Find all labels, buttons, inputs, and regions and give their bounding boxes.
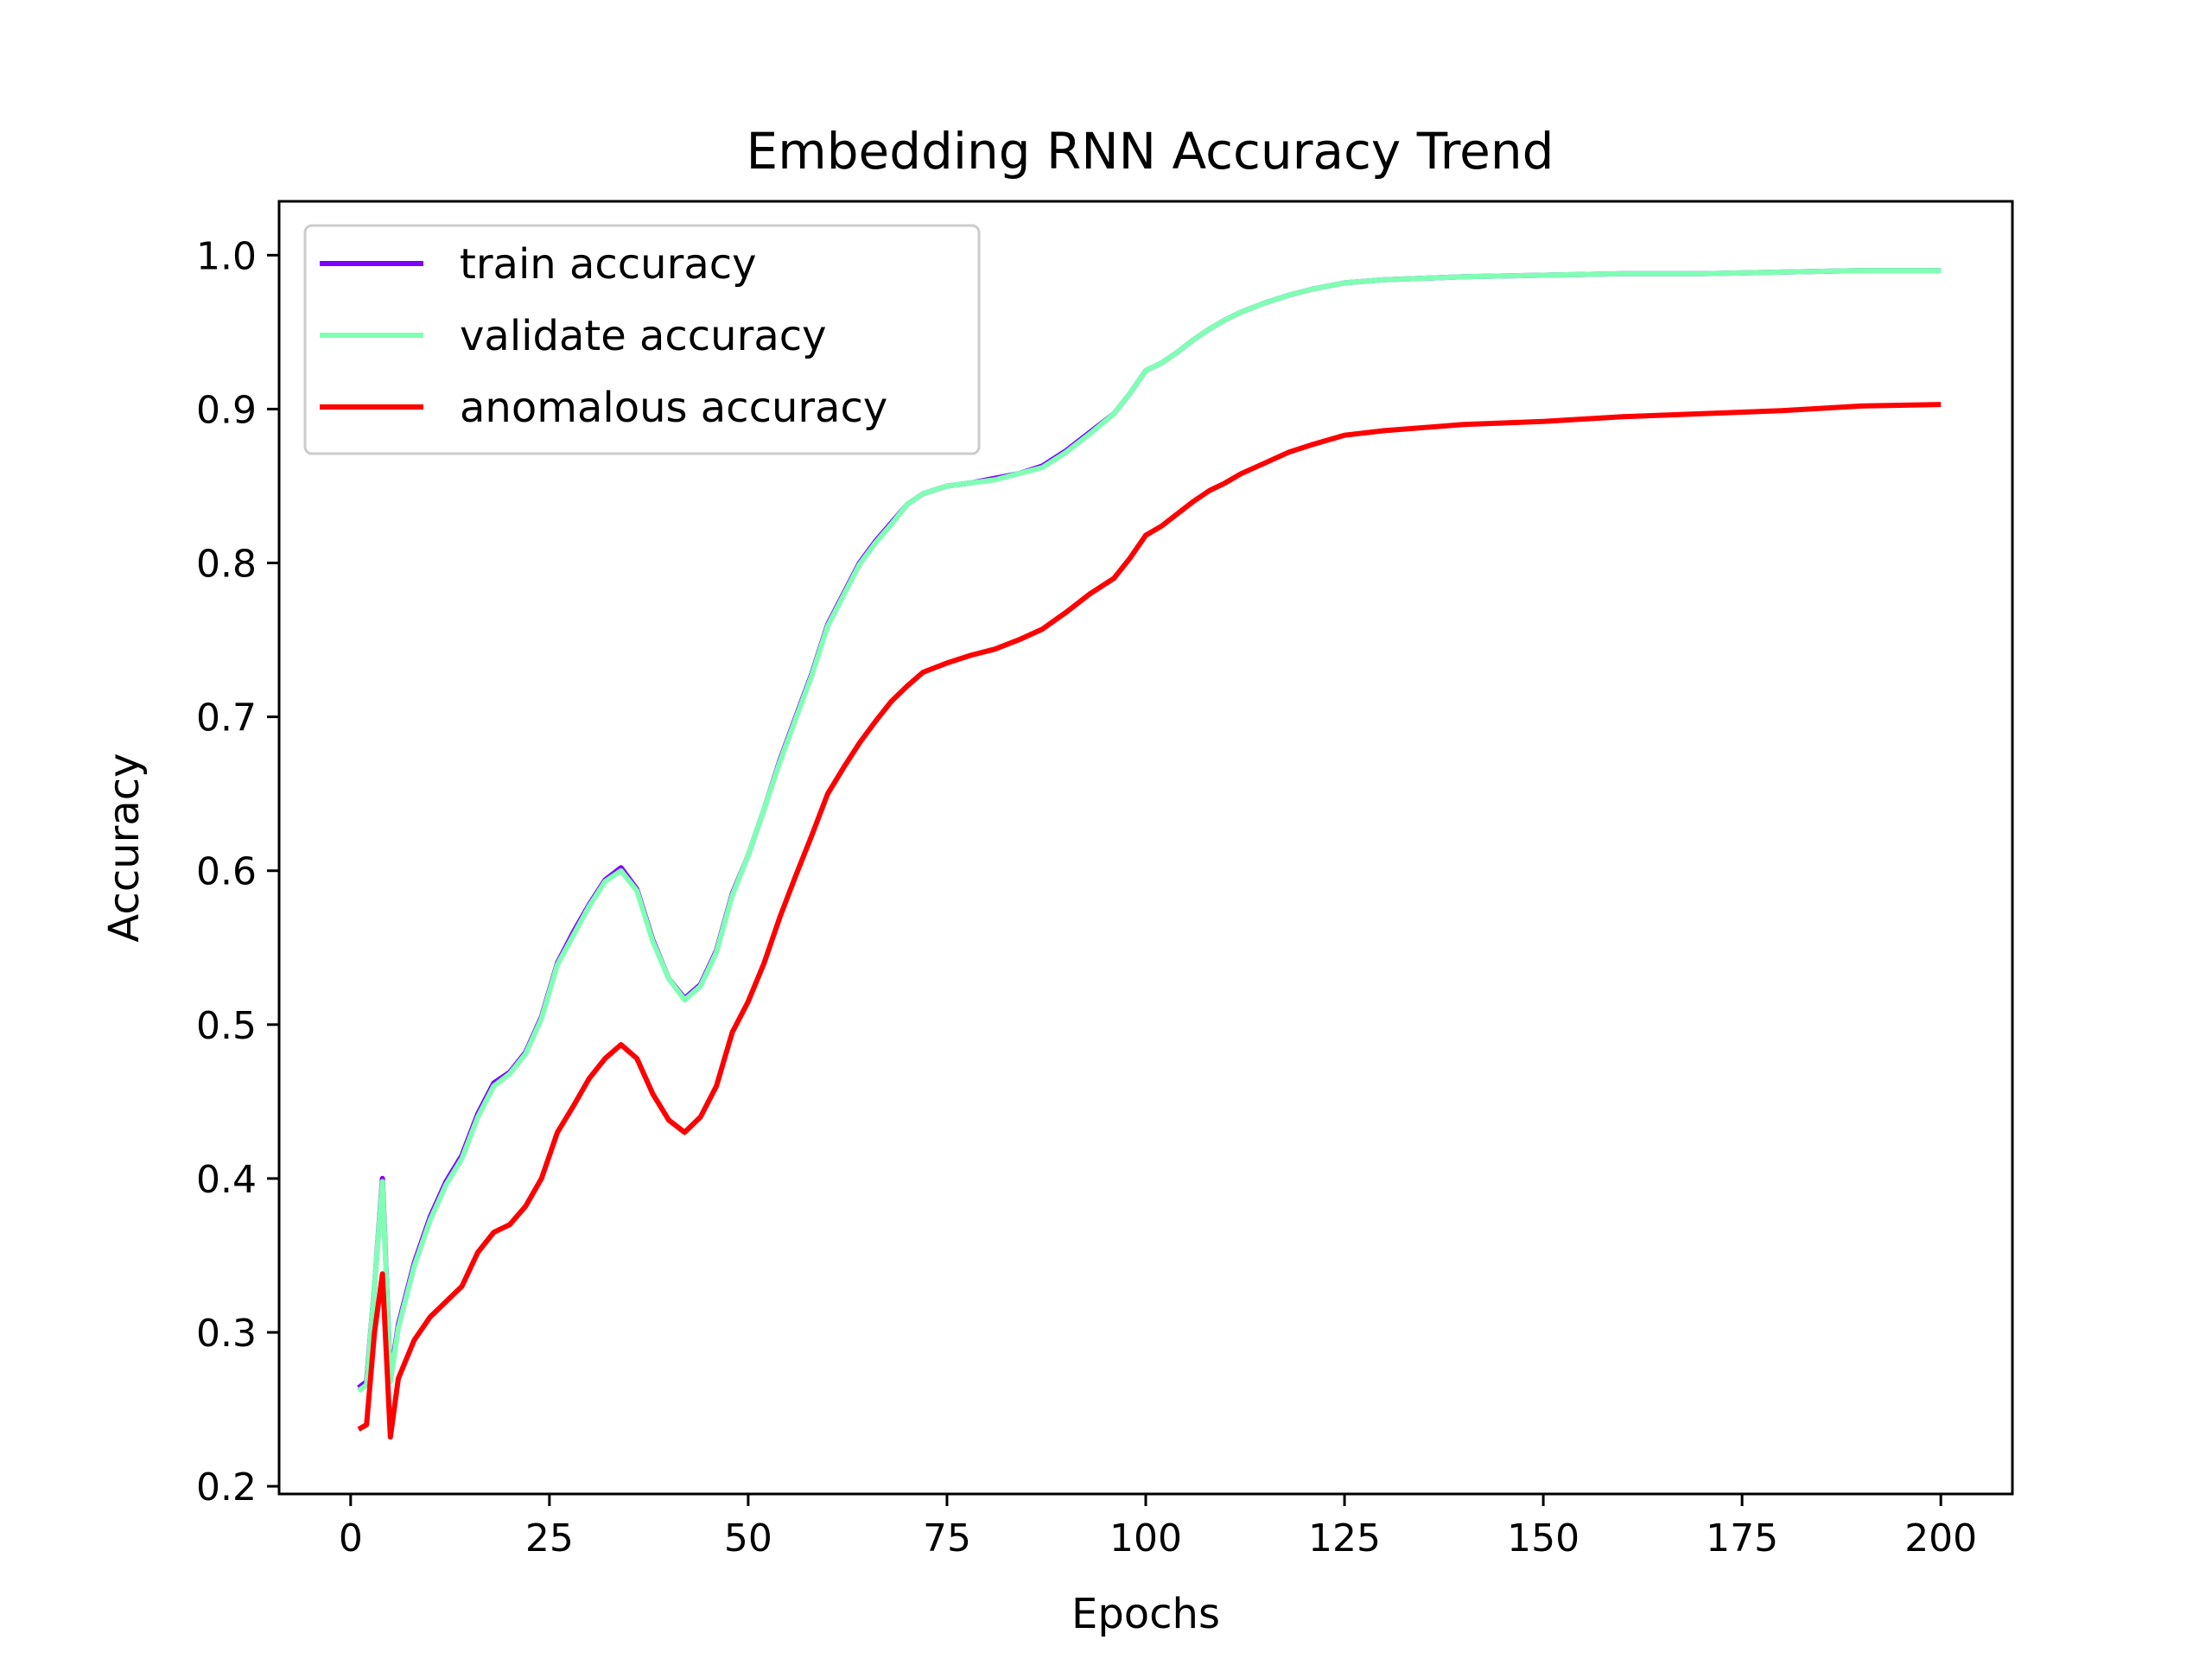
y-axis: 0.2 0.3 0.4 0.5 0.6 0.7 0.8 0.9 1.0 xyxy=(196,234,279,1510)
x-tick-label: 0 xyxy=(339,1516,363,1560)
x-axis: 0 25 50 75 100 125 150 175 200 xyxy=(339,1494,1977,1560)
x-tick-label: 175 xyxy=(1706,1516,1778,1560)
y-tick-label: 0.9 xyxy=(196,388,257,432)
x-axis-label: Epochs xyxy=(1071,1590,1220,1638)
y-tick-label: 0.2 xyxy=(196,1465,257,1510)
legend-label-anomalous: anomalous accuracy xyxy=(460,384,887,432)
series-line-validate xyxy=(357,268,1942,1394)
x-tick-label: 75 xyxy=(923,1516,971,1560)
legend: train accuracy validate accuracy anomalo… xyxy=(303,224,981,455)
legend-label-train: train accuracy xyxy=(460,240,757,289)
y-tick-label: 0.8 xyxy=(196,543,257,587)
x-tick-label: 50 xyxy=(724,1516,772,1560)
y-tick-label: 0.7 xyxy=(196,696,257,741)
x-tick-label: 200 xyxy=(1904,1516,1977,1560)
x-tick-label: 100 xyxy=(1109,1516,1182,1560)
legend-label-validate: validate accuracy xyxy=(460,312,827,360)
y-tick-label: 1.0 xyxy=(196,234,257,278)
y-axis-label: Accuracy xyxy=(100,753,149,942)
legend-box xyxy=(303,224,981,455)
y-tick-label: 0.5 xyxy=(196,1004,257,1048)
chart-title: Embedding RNN Accuracy Trend xyxy=(747,122,1554,181)
x-tick-label: 150 xyxy=(1507,1516,1580,1560)
series-layer xyxy=(357,268,1942,1440)
x-tick-label: 125 xyxy=(1308,1516,1381,1560)
y-tick-label: 0.3 xyxy=(196,1312,257,1356)
x-tick-label: 25 xyxy=(525,1516,574,1560)
series-line-anomalous xyxy=(357,402,1942,1440)
y-tick-label: 0.6 xyxy=(196,850,257,894)
y-tick-label: 0.4 xyxy=(196,1158,257,1202)
